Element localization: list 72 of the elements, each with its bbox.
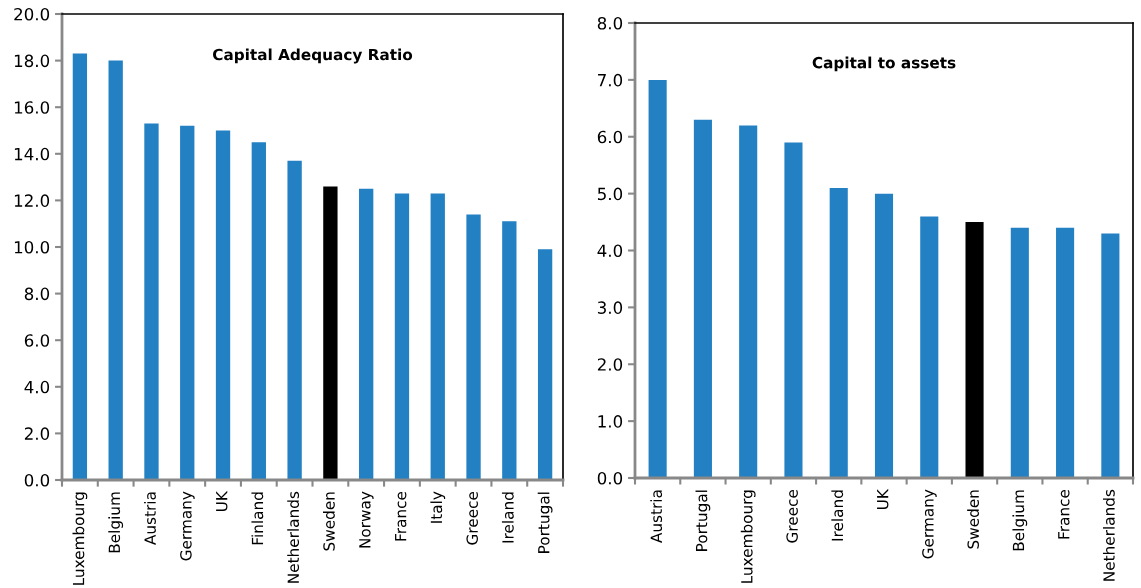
y-tick-label: 8.0: [24, 287, 50, 301]
x-tick-label: UK: [216, 490, 228, 511]
bar: [693, 119, 712, 478]
bar: [874, 193, 894, 478]
text: Capital Adequacy Ratio: [212, 48, 413, 64]
x-tick-label: Greece: [466, 491, 478, 545]
x-tick-label: Belgium: [108, 492, 124, 553]
bar: [784, 142, 803, 478]
x-tick-label: France: [1058, 489, 1070, 539]
text: Capital to assets: [812, 56, 956, 72]
y-tick-label: 8.0: [597, 16, 623, 30]
x-tick-label: Norway: [359, 491, 374, 548]
x-tick-label: Italy: [430, 491, 446, 523]
bar: [965, 222, 984, 478]
y-tick-label: 3.0: [597, 301, 623, 314]
x-tick-label: Austria: [144, 492, 156, 545]
y-tick-label: 14.0: [14, 147, 50, 161]
x-tick-label: Ireland: [501, 492, 514, 543]
y-tick-label: 6.0: [597, 130, 623, 144]
x-tick-label: Austria: [650, 490, 663, 543]
x-tick-label: Luxembourg: [740, 490, 756, 583]
bar: [251, 142, 266, 480]
y-tick-label: 2.0: [24, 427, 50, 440]
y-tick-label: 12.0: [14, 194, 50, 207]
y-tick-label: 2.0: [597, 358, 623, 371]
x-tick-label: Luxembourg: [72, 492, 88, 585]
bar: [394, 193, 410, 480]
bar: [323, 186, 338, 480]
bar: [1010, 227, 1029, 478]
x-tick-label: UK: [877, 488, 889, 509]
y-tick-label: 18.0: [14, 54, 50, 68]
bar: [502, 221, 517, 480]
y-tick-label: 4.0: [24, 380, 50, 394]
x-tick-label: Belgium: [1012, 490, 1028, 551]
x-tick-label: Greece: [786, 489, 798, 543]
x-tick-label: Netherlands: [1102, 489, 1115, 581]
y-tick-label: 5.0: [597, 187, 623, 201]
y-tick-label: 6.0: [24, 334, 50, 347]
x-tick-label: Portugal: [695, 490, 711, 551]
y-tick-label: 1.0: [598, 415, 623, 428]
bar: [72, 53, 88, 480]
x-tick-label: Sweden: [323, 492, 335, 551]
x-tick-label: France: [395, 491, 407, 541]
bar: [920, 216, 939, 478]
bar: [1101, 233, 1120, 478]
y-tick-label: 4.0: [597, 244, 623, 258]
x-tick-label: Germany: [180, 491, 195, 561]
x-tick-label: Germany: [922, 489, 937, 559]
bar: [1056, 227, 1075, 478]
y-tick-label: 0.0: [24, 473, 50, 487]
bar: [215, 130, 231, 480]
bar: [180, 125, 195, 480]
y-tick-label: 7.0: [598, 73, 623, 87]
x-tick-label: Ireland: [831, 490, 844, 541]
bar: [108, 60, 123, 480]
bar: [648, 79, 667, 478]
x-tick-label: Finland: [251, 492, 264, 545]
bar: [359, 188, 374, 480]
bar: [430, 193, 445, 480]
bar: [144, 123, 159, 480]
x-tick-label: Portugal: [537, 492, 553, 553]
y-tick-label: 10.0: [14, 240, 50, 254]
y-tick-label: 20.0: [14, 7, 50, 21]
bar: [829, 187, 848, 478]
x-tick-label: Sweden: [967, 490, 979, 549]
x-tick-label: Netherlands: [287, 491, 300, 583]
bar: [537, 249, 553, 480]
y-tick-label: 0.0: [597, 471, 623, 485]
bar: [466, 214, 481, 480]
bar: [287, 160, 302, 480]
y-tick-label: 16.0: [14, 101, 50, 114]
bar: [739, 125, 758, 478]
